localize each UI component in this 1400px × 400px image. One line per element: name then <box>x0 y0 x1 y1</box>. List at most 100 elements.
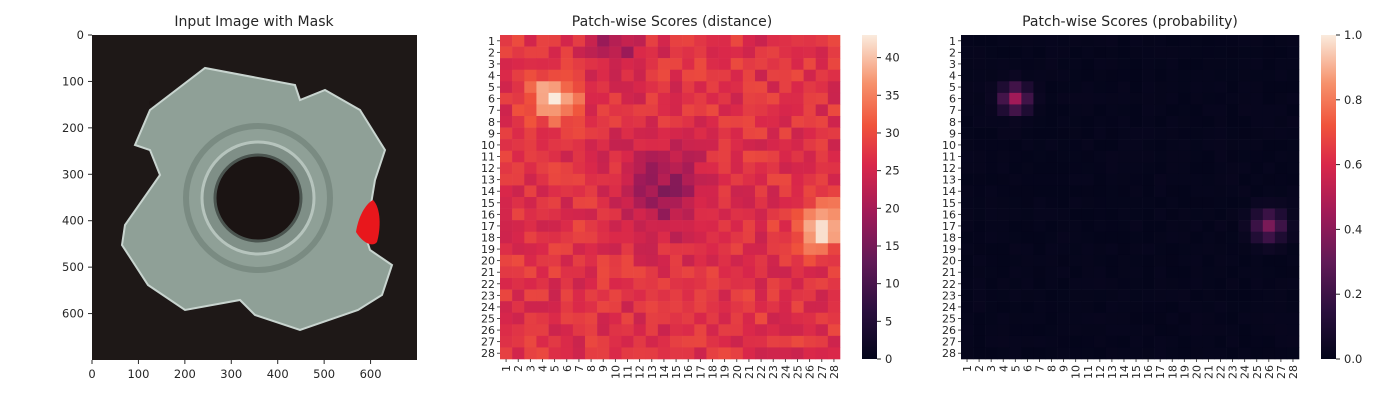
distance-cell <box>803 185 817 198</box>
distance-cell <box>718 139 732 152</box>
distance-cell <box>767 162 780 175</box>
distance-cell <box>633 301 647 314</box>
distance-col-label: 22 <box>755 365 768 379</box>
distance-cell <box>742 35 756 47</box>
distance-cell <box>548 35 562 47</box>
distance-cell <box>500 266 513 279</box>
probability-colorbar-label: 0.4 <box>1344 222 1362 236</box>
probability-cell <box>985 150 998 163</box>
probability-cell <box>1142 69 1155 82</box>
distance-cell <box>621 139 634 152</box>
distance-col-label: 19 <box>719 365 732 379</box>
distance-cell <box>512 324 525 337</box>
probability-cell <box>961 127 974 140</box>
probability-cell <box>961 150 974 163</box>
distance-cell <box>548 301 562 314</box>
distance-cell <box>657 266 671 279</box>
probability-cell <box>1130 324 1143 337</box>
probability-cell <box>1093 173 1107 186</box>
distance-cell <box>791 116 804 128</box>
distance-cell <box>779 116 792 128</box>
probability-cell <box>1226 266 1239 279</box>
distance-cell <box>633 347 647 360</box>
distance-cell <box>512 289 525 302</box>
probability-cell <box>1178 335 1191 348</box>
distance-cell <box>742 150 756 163</box>
distance-cell <box>621 162 634 175</box>
probability-cell <box>1250 162 1264 175</box>
probability-cell <box>1057 301 1070 314</box>
probability-cell <box>1117 46 1131 59</box>
probability-cell <box>1286 127 1300 140</box>
distance-cell <box>585 92 598 105</box>
probability-cell <box>1057 185 1070 198</box>
distance-cell <box>548 347 562 360</box>
probability-cell <box>1045 220 1058 233</box>
distance-cell <box>742 347 756 360</box>
distance-cell <box>730 127 744 140</box>
distance-cell <box>560 266 574 279</box>
probability-col-label: 24 <box>1239 365 1252 379</box>
object-photo <box>120 66 394 332</box>
distance-cell <box>803 127 817 140</box>
probability-cell <box>1166 312 1179 325</box>
probability-cell <box>1081 81 1095 94</box>
probability-cell <box>1093 185 1107 198</box>
distance-cell <box>815 220 829 233</box>
distance-cell <box>621 312 634 325</box>
probability-cell <box>1033 254 1046 267</box>
distance-col-label: 24 <box>779 365 792 379</box>
distance-cell <box>645 197 659 209</box>
distance-cell <box>755 197 768 209</box>
distance-cell <box>500 197 513 209</box>
probability-col-label: 4 <box>997 365 1010 372</box>
probability-cell <box>1178 278 1191 290</box>
distance-cell <box>597 35 610 47</box>
probability-cell <box>1069 162 1083 175</box>
distance-cell <box>718 185 732 198</box>
probability-cell <box>1262 254 1276 267</box>
distance-cell <box>609 266 622 279</box>
probability-cell <box>1117 254 1131 267</box>
distance-cell <box>827 58 841 71</box>
probability-cell <box>961 104 974 117</box>
distance-cell <box>682 208 695 221</box>
probability-cell <box>1009 127 1022 140</box>
probability-cell <box>1093 162 1107 175</box>
probability-cell <box>1021 301 1034 314</box>
distance-cell <box>779 266 792 279</box>
distance-cell <box>609 173 622 186</box>
distance-cell <box>609 335 622 348</box>
probability-cell <box>1142 301 1155 314</box>
probability-cell <box>961 197 974 209</box>
distance-cell <box>803 197 817 209</box>
distance-cell <box>706 347 719 360</box>
distance-cell <box>512 58 525 71</box>
probability-row-label: 6 <box>949 93 956 106</box>
distance-cell <box>670 127 683 140</box>
probability-cell <box>1069 278 1083 290</box>
probability-cell <box>961 92 974 105</box>
probability-cell <box>1130 312 1143 325</box>
distance-cell <box>803 289 817 302</box>
distance-cell <box>572 127 586 140</box>
distance-cell <box>670 289 683 302</box>
distance-cell <box>815 278 829 290</box>
probability-cell <box>985 46 998 59</box>
probability-cell <box>1021 173 1034 186</box>
distance-cell <box>572 231 586 244</box>
probability-cell <box>1081 92 1095 105</box>
probability-cell <box>1093 231 1107 244</box>
probability-cell <box>1009 58 1022 71</box>
image-y-tick-label: 100 <box>62 74 84 88</box>
probability-row-label: 21 <box>942 266 956 279</box>
distance-cell <box>767 127 780 140</box>
distance-cell <box>560 347 574 360</box>
distance-cell <box>767 69 780 82</box>
probability-cell <box>1214 46 1227 59</box>
distance-cell <box>706 139 719 152</box>
distance-cell <box>827 312 841 325</box>
distance-cell <box>694 301 707 314</box>
distance-cell <box>597 301 610 314</box>
distance-cell <box>524 35 537 47</box>
